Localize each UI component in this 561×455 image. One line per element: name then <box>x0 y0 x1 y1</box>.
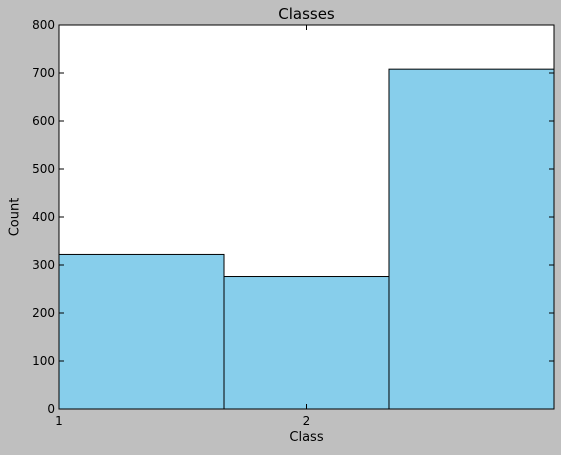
bar-3 <box>388 68 555 410</box>
x-tick-label: 2 <box>303 414 311 428</box>
bar-1 <box>58 253 225 410</box>
chart-title: Classes <box>278 5 335 23</box>
bar-2 <box>223 276 390 410</box>
y-tick-label: 300 <box>32 258 55 272</box>
x-axis-label: Class <box>289 430 324 445</box>
y-tick-label: 100 <box>32 354 55 368</box>
y-tick-label: 0 <box>47 402 55 416</box>
y-tick-label: 400 <box>32 210 55 224</box>
y-tick-label: 500 <box>32 162 55 176</box>
x-tick-label: 1 <box>55 414 63 428</box>
y-tick-label: 800 <box>32 18 55 32</box>
y-axis-label: Count <box>7 197 23 237</box>
y-tick-label: 600 <box>32 114 55 128</box>
y-tick-label: 200 <box>32 306 55 320</box>
y-tick-label: 700 <box>32 66 55 80</box>
